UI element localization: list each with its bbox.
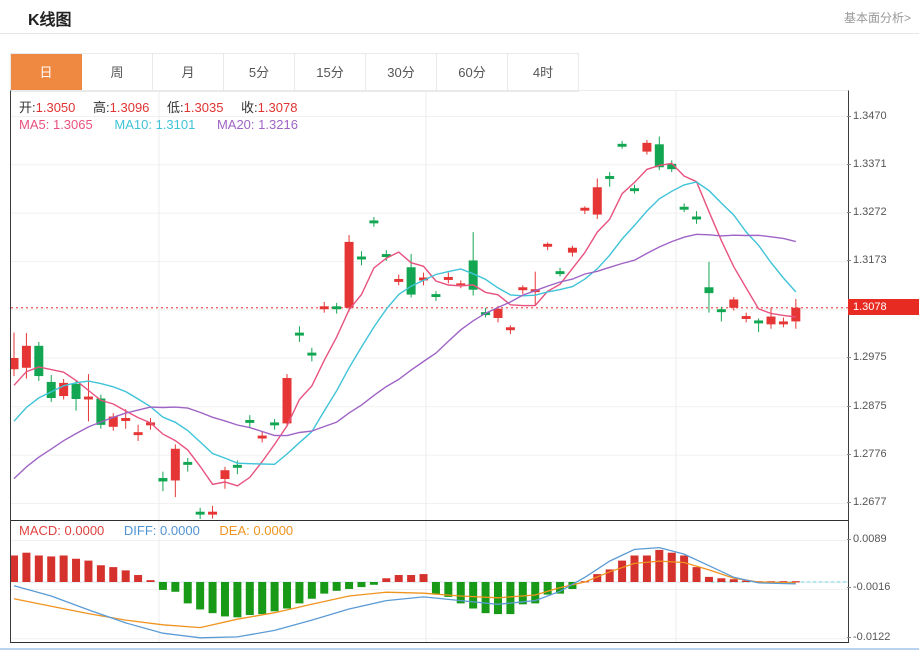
macd-readout: MACD: 0.0000 DIFF: 0.0000 DEA: 0.0000: [19, 523, 293, 538]
bottom-divider: [0, 648, 919, 650]
tab-30min[interactable]: 30分: [366, 54, 437, 91]
price-axis-label: 1.2776: [853, 448, 887, 461]
tab-60min[interactable]: 60分: [437, 54, 508, 91]
dea-line: [13, 560, 796, 629]
dea-value: 0.0000: [253, 523, 294, 538]
macd-axis-tick: [847, 636, 851, 638]
diff-label: DIFF:: [123, 523, 157, 538]
price-axis-label: 1.3272: [853, 206, 887, 219]
ma20-line: [13, 233, 796, 480]
price-axis-tick: [847, 212, 851, 214]
dea-label: DEA:: [219, 523, 250, 538]
ohlc-readout: 开:1.3050 高:1.3096 低:1.3035 收:1.3078: [19, 97, 297, 116]
macd-histogram: [11, 549, 800, 618]
tab-month[interactable]: 月: [153, 54, 224, 91]
price-axis-label: 1.3371: [853, 157, 887, 170]
ma10-value: 1.3101: [155, 117, 196, 132]
price-chart-canvas: [11, 91, 848, 520]
period-tabs: 日周月 5分 15分 30分 60分 4时: [10, 53, 579, 92]
price-axis-label: 1.2677: [853, 496, 887, 509]
macd-chart-canvas: [11, 520, 848, 642]
ma-readout: MA5: 1.3065 MA10: 1.3101 MA20: 1.3216: [19, 117, 298, 132]
price-axis-tick: [847, 163, 851, 165]
header-divider: [0, 33, 919, 34]
price-axis-tick: [847, 454, 851, 456]
diff-line: [13, 546, 796, 639]
ma10-label: MA10:: [114, 117, 152, 132]
macd-label: MACD:: [19, 523, 61, 538]
fundamental-analysis-link[interactable]: 基本面分析>: [843, 11, 911, 25]
price-axis-tick: [847, 502, 851, 504]
tab-4hour[interactable]: 4时: [508, 54, 578, 91]
close-label: 收:: [241, 100, 258, 115]
ma20-value: 1.3216: [258, 117, 298, 132]
open-value: 1.3050: [35, 100, 76, 115]
macd-axis-tick: [847, 587, 851, 589]
page-title: K线图: [28, 12, 72, 29]
price-axis-tick: [847, 357, 851, 358]
price-axis-tick: [847, 405, 851, 407]
candles: [11, 136, 801, 520]
chart-panel: [10, 90, 849, 643]
tab-week[interactable]: 周: [82, 54, 153, 91]
ma10-line: [13, 181, 797, 466]
low-value: 1.3035: [183, 100, 224, 115]
diff-value: 0.0000: [160, 523, 200, 538]
close-value: 1.3078: [257, 100, 298, 115]
high-value: 1.3096: [109, 100, 150, 115]
tab-15min[interactable]: 15分: [295, 54, 366, 91]
price-gridlines: [11, 91, 848, 520]
open-label: 开:: [19, 100, 36, 115]
macd-axis-label: -0.0016: [853, 581, 891, 594]
tab-5min[interactable]: 5分: [224, 54, 295, 91]
price-axis-tick: [847, 115, 851, 117]
low-label: 低:: [167, 100, 184, 115]
price-axis-tick: [847, 260, 851, 262]
tab-day[interactable]: 日: [11, 54, 82, 91]
macd-axis-label: 0.0089: [853, 532, 887, 545]
current-price-badge: 1.3078: [848, 298, 919, 315]
price-axis-label: 1.2975: [853, 351, 887, 363]
ma5-line: [13, 162, 796, 487]
price-axis-label: 1.3173: [853, 254, 887, 267]
macd-value: 0.0000: [64, 523, 105, 538]
macd-axis-label: -0.0122: [853, 630, 891, 643]
ma5-label: MA5:: [19, 117, 50, 132]
ma20-label: MA20:: [216, 117, 255, 132]
price-axis-label: 1.3470: [853, 109, 887, 122]
macd-axis-tick: [847, 538, 851, 540]
ma5-value: 1.3065: [52, 117, 93, 132]
price-axis-label: 1.2875: [853, 399, 887, 412]
high-label: 高:: [93, 100, 110, 115]
